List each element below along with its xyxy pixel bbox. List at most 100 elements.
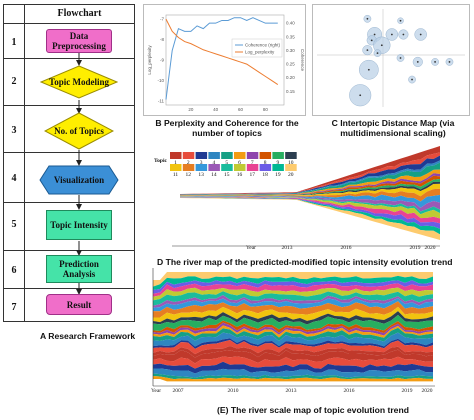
step-result: Result — [46, 294, 112, 315]
x-tick: 80 — [263, 107, 269, 112]
x-tick: 40 — [213, 107, 219, 112]
y-right-tick: 0.25 — [286, 62, 295, 67]
river-layer — [153, 295, 433, 308]
river-layer — [153, 346, 433, 358]
step-topic-modeling-diamond — [40, 65, 118, 99]
step-visualization-hexagon — [39, 165, 119, 195]
river-layer — [153, 332, 433, 347]
axis-label-year: Year — [246, 245, 256, 251]
legend-swatch — [285, 164, 297, 171]
legend-topic-number: 3 — [200, 160, 203, 166]
legend-topic-number: 5 — [225, 160, 228, 166]
perplexity-coherence-svg: -7 -8 -9 -10 -11 0.40 0.35 0.30 0.25 0.20 0.15 20 40… — [147, 14, 305, 112]
legend-swatch — [246, 152, 259, 159]
year-tick: 2016 — [344, 388, 355, 394]
legend-box — [231, 38, 283, 58]
river-layer — [153, 301, 433, 318]
legend-topic-number: 12 — [186, 172, 192, 178]
step-prediction-analysis: Prediction Analysis — [46, 255, 112, 283]
river-layer — [153, 339, 433, 355]
legend-topic-number: 14 — [211, 172, 217, 178]
y-right-tick: 0.30 — [286, 48, 295, 53]
intertopic-map-svg — [317, 9, 465, 107]
legend-topic-number: 19 — [275, 172, 281, 178]
legend-swatch — [272, 164, 284, 171]
year-tick: 2010 — [228, 388, 239, 394]
legend-topic-number: 9 — [277, 160, 280, 166]
coherence-line — [165, 17, 278, 100]
topic-center — [370, 39, 373, 42]
flow-arrows — [76, 53, 82, 295]
legend-swatch — [259, 164, 272, 171]
year-tick: 2019 — [402, 388, 413, 394]
legend-entry: Log_perplexity — [245, 50, 275, 55]
legend-swatch — [170, 152, 182, 159]
legend-entry: Coherence (right) — [245, 43, 281, 48]
caption-d: D The river map of the predicted-modifie… — [157, 257, 453, 267]
step-number: 7 — [11, 302, 17, 313]
topic-center — [399, 57, 402, 59]
perplexity-line — [165, 18, 279, 85]
legend-swatch — [195, 152, 208, 159]
y-left-tick: -9 — [160, 58, 164, 63]
river-layer — [180, 178, 440, 196]
river-layer — [180, 188, 440, 202]
river-layer — [153, 275, 433, 290]
y-right-tick: 0.40 — [286, 21, 295, 26]
topic-center — [390, 33, 393, 36]
topic-center — [359, 94, 362, 97]
legend-swatch — [285, 152, 297, 159]
river-layer — [153, 311, 433, 325]
river-layer — [180, 196, 440, 212]
legend-topic-number: 6 — [238, 160, 241, 166]
step-visualization: Visualization — [53, 175, 105, 185]
river-layer — [153, 298, 433, 312]
year-tick: 2019 — [410, 245, 421, 251]
step-topic-modeling: Topic Modeling — [49, 77, 109, 87]
step-number: 6 — [11, 265, 17, 276]
year-tick: 2020 — [422, 388, 433, 394]
legend-swatch — [259, 152, 272, 159]
step-topic-intensity: Topic Intensity — [46, 210, 112, 240]
x-tick: 60 — [238, 107, 244, 112]
river-layer — [153, 315, 433, 332]
y-left-tick: -8 — [160, 37, 164, 42]
legend-topic-number: 8 — [264, 160, 267, 166]
river-layer — [180, 194, 440, 208]
legend-swatch — [221, 152, 233, 159]
river-layer — [153, 320, 433, 334]
y-left-tick: -11 — [158, 98, 165, 103]
river-layer — [153, 322, 433, 336]
topic-center — [376, 52, 379, 54]
legend-topic-number: 13 — [198, 172, 204, 178]
caption-a: A Research Framework — [40, 331, 136, 341]
topic-center — [366, 17, 369, 20]
legend-topic-number: 16 — [237, 172, 243, 178]
topic-center — [399, 19, 402, 22]
flowchart-title: Flowchart — [57, 8, 102, 19]
legend-swatch — [246, 164, 259, 171]
river-layer — [153, 306, 433, 323]
flowchart-table: Flowchart 1 2 3 4 5 6 7 Data Preprocessi… — [3, 4, 135, 322]
topic-center — [434, 61, 436, 63]
legend-topic-number: 18 — [262, 172, 268, 178]
river-layer — [153, 287, 433, 301]
topic-center — [416, 61, 419, 63]
legend-topic-number: 10 — [288, 160, 294, 166]
river-layer — [153, 283, 433, 297]
caption-e: (E) The river scale map of topic evoluti… — [217, 405, 409, 415]
panel-c-chart — [312, 4, 470, 116]
y-right-tick: 0.35 — [286, 34, 295, 39]
year-tick: 2016 — [341, 245, 352, 251]
legend-swatch — [170, 164, 182, 171]
topic-center — [419, 33, 422, 36]
legend-topic-number: 17 — [250, 172, 256, 178]
y-right-tick: 0.20 — [286, 75, 295, 80]
y-right-tick: 0.15 — [286, 89, 295, 94]
panel-b-chart: -7 -8 -9 -10 -11 0.40 0.35 0.30 0.25 0.20 0.15 20 40… — [143, 4, 306, 116]
topic-center — [366, 49, 369, 52]
topic-center — [380, 44, 383, 47]
legend-swatch — [182, 164, 195, 171]
legend-topic-number: 1 — [174, 160, 177, 166]
river-layer — [153, 280, 433, 294]
